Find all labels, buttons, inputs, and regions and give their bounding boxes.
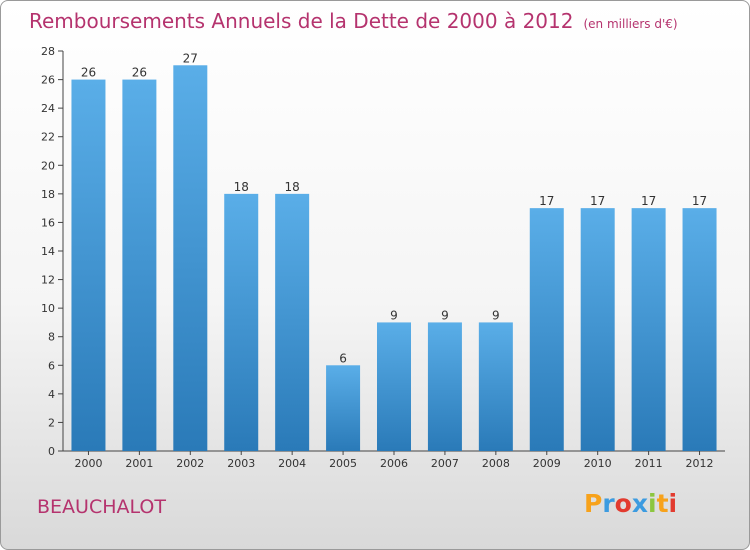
x-tick-label: 2009 bbox=[533, 457, 561, 470]
chart-title: Remboursements Annuels de la Dette de 20… bbox=[29, 9, 678, 33]
x-tick-label: 2005 bbox=[329, 457, 357, 470]
x-tick-label: 2011 bbox=[635, 457, 663, 470]
bar bbox=[224, 193, 259, 451]
y-tick-label: 10 bbox=[41, 302, 55, 315]
data-label: 18 bbox=[285, 180, 300, 194]
logo-letter: o bbox=[614, 489, 632, 518]
data-label: 27 bbox=[183, 51, 198, 65]
bar bbox=[377, 322, 411, 451]
data-label: 17 bbox=[641, 194, 656, 208]
x-tick-label: 2004 bbox=[278, 457, 306, 470]
logo-letter: x bbox=[631, 489, 648, 518]
data-label: 17 bbox=[590, 194, 605, 208]
x-tick-label: 2000 bbox=[74, 457, 102, 470]
bar bbox=[173, 65, 208, 452]
y-tick-label: 4 bbox=[48, 388, 55, 401]
x-tick-label: 2001 bbox=[125, 457, 153, 470]
bar bbox=[631, 208, 666, 451]
bar bbox=[682, 208, 717, 451]
y-tick-label: 24 bbox=[41, 102, 55, 115]
logo-letter: i bbox=[668, 489, 678, 518]
y-tick-label: 0 bbox=[48, 445, 55, 458]
y-tick-label: 20 bbox=[41, 159, 55, 172]
y-tick-label: 14 bbox=[41, 245, 55, 258]
y-tick-label: 28 bbox=[41, 45, 55, 58]
data-label: 9 bbox=[390, 308, 398, 322]
data-label: 26 bbox=[132, 66, 147, 80]
logo-letter: r bbox=[602, 489, 615, 518]
x-tick-label: 2002 bbox=[176, 457, 204, 470]
data-label: 9 bbox=[492, 308, 500, 322]
unit-label: (en milliers d'€) bbox=[583, 17, 678, 31]
bar bbox=[529, 208, 564, 451]
x-tick-label: 2008 bbox=[482, 457, 510, 470]
y-tick-label: 18 bbox=[41, 188, 55, 201]
data-label: 9 bbox=[441, 308, 449, 322]
proxiti-logo: Proxiti bbox=[584, 489, 677, 518]
y-tick-label: 12 bbox=[41, 274, 55, 287]
bar bbox=[326, 365, 361, 451]
logo-letter: t bbox=[656, 489, 669, 518]
bar bbox=[427, 322, 462, 451]
y-tick-label: 16 bbox=[41, 216, 55, 229]
data-label: 6 bbox=[339, 351, 347, 365]
data-label: 26 bbox=[81, 66, 96, 80]
data-label: 17 bbox=[539, 194, 554, 208]
bar bbox=[71, 79, 106, 452]
x-tick-label: 2003 bbox=[227, 457, 255, 470]
x-tick-label: 2006 bbox=[380, 457, 408, 470]
logo-letter: i bbox=[648, 489, 657, 518]
y-tick-label: 8 bbox=[48, 331, 55, 344]
bar bbox=[478, 322, 513, 451]
x-tick-label: 2012 bbox=[686, 457, 714, 470]
data-label: 18 bbox=[234, 180, 249, 194]
bar bbox=[275, 193, 310, 451]
y-tick-label: 6 bbox=[48, 359, 55, 372]
location-name: BEAUCHALOT bbox=[37, 496, 166, 518]
x-tick-label: 2007 bbox=[431, 457, 459, 470]
y-tick-label: 22 bbox=[41, 131, 55, 144]
x-tick-label: 2010 bbox=[584, 457, 612, 470]
title-text: Remboursements Annuels de la Dette de 20… bbox=[29, 9, 574, 33]
bar bbox=[122, 79, 157, 452]
y-tick-label: 2 bbox=[48, 416, 55, 429]
data-label: 17 bbox=[692, 194, 707, 208]
logo-letter: P bbox=[584, 489, 603, 518]
y-tick-label: 26 bbox=[41, 74, 55, 87]
bar bbox=[580, 208, 615, 451]
